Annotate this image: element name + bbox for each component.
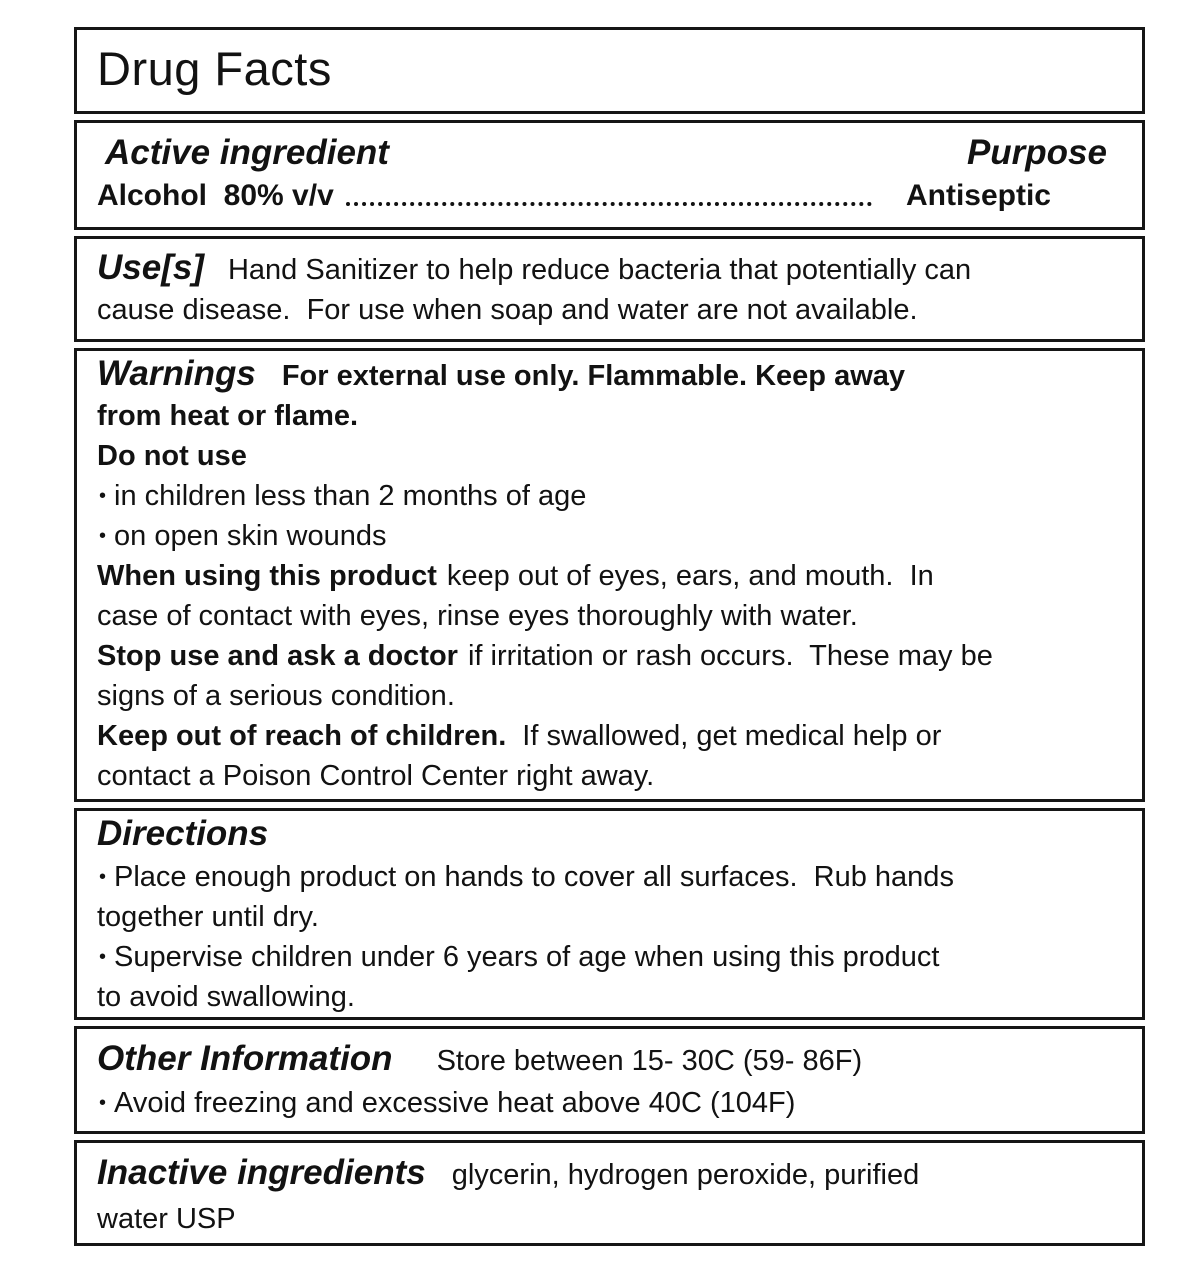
warnings-heading: Warnings — [97, 354, 256, 393]
purpose-heading: Purpose — [966, 133, 1107, 172]
directions-heading: Directions — [97, 814, 269, 853]
uses-heading: Use[s] — [97, 248, 204, 287]
directions-heading-line: Directions — [97, 811, 1134, 857]
keep-out-paragraph: Keep out of reach of children. If swallow… — [97, 716, 1136, 796]
section-title: Drug Facts — [74, 27, 1145, 114]
when-using-heading: When using this product — [97, 560, 437, 592]
when-using-text: keep out of eyes, ears, and mouth. In ca… — [97, 560, 934, 632]
section-other-information: Other Information Store between 15- 30C (… — [74, 1026, 1145, 1134]
active-ingredient-name: Alcohol 80% v/v — [97, 179, 334, 212]
other-info-storage-text: Store between 15- 30C (59- 86F) — [436, 1045, 863, 1077]
other-info-paragraph: Other Information Store between 15- 30C (… — [97, 1037, 1134, 1083]
bullet-icon: • — [99, 946, 107, 968]
other-info-bullet-1: • Avoid freezing and excessive heat above… — [97, 1083, 1134, 1123]
section-inactive-ingredients: Inactive ingredients glycerin, hydrogen p… — [74, 1140, 1145, 1246]
bullet-icon: • — [99, 485, 107, 507]
inactive-ingredients-heading: Inactive ingredients — [97, 1153, 426, 1192]
inactive-ingredients-paragraph: Inactive ingredients glycerin, hydrogen p… — [97, 1151, 1134, 1241]
warnings-intro-text: For external use only. Flammable. Keep a… — [97, 360, 906, 432]
do-not-use-bullet-2-text: on open skin wounds — [114, 520, 387, 552]
do-not-use-bullet-1-text: in children less than 2 months of age — [114, 480, 587, 512]
drug-facts-label: Drug Facts Active ingredient Purpose Alco… — [74, 27, 1145, 1246]
section-warnings: Warnings For external use only. Flammable… — [74, 348, 1145, 802]
do-not-use-bullet-2: • on open skin wounds — [97, 516, 1136, 556]
directions-bullet-1: • Place enough product on hands to cover … — [97, 857, 1134, 937]
active-ingredient-header-row: Active ingredient Purpose — [97, 131, 1107, 175]
when-using-paragraph: When using this product keep out of eyes,… — [97, 556, 1136, 636]
bullet-icon: • — [99, 525, 107, 547]
keep-out-heading: Keep out of reach of children. — [97, 720, 507, 752]
section-directions: Directions • Place enough product on hand… — [74, 808, 1145, 1020]
do-not-use-bullet-1: • in children less than 2 months of age — [97, 476, 1136, 516]
warnings-intro-paragraph: Warnings For external use only. Flammable… — [97, 354, 1136, 436]
directions-bullet-2-text: Supervise children under 6 years of age … — [97, 941, 940, 1013]
active-ingredient-heading: Active ingredient — [105, 133, 389, 172]
other-info-heading: Other Information — [97, 1039, 393, 1078]
bullet-icon: • — [99, 866, 107, 888]
uses-paragraph: Use[s] Hand Sanitizer to help reduce bact… — [97, 248, 1134, 330]
stop-use-text: if irritation or rash occurs. These may … — [97, 640, 993, 712]
directions-bullet-2: • Supervise children under 6 years of age… — [97, 937, 1134, 1017]
uses-text: Hand Sanitizer to help reduce bacteria t… — [97, 254, 972, 326]
inactive-ingredients-text: glycerin, hydrogen peroxide, purified wa… — [97, 1159, 920, 1235]
section-uses: Use[s] Hand Sanitizer to help reduce bact… — [74, 236, 1145, 342]
directions-bullet-1-text: Place enough product on hands to cover a… — [97, 861, 954, 933]
purpose-value: Antiseptic — [905, 179, 1051, 212]
keep-out-text: If swallowed, get medical help or contac… — [97, 720, 942, 792]
other-info-bullet-1-text: Avoid freezing and excessive heat above … — [114, 1087, 796, 1119]
do-not-use-heading: Do not use — [97, 440, 247, 472]
page-title: Drug Facts — [97, 42, 332, 95]
stop-use-heading: Stop use and ask a doctor — [97, 640, 458, 672]
section-active-ingredient: Active ingredient Purpose Alcohol 80% v/v… — [74, 120, 1145, 230]
active-ingredient-row: Alcohol 80% v/v Antiseptic — [97, 175, 1107, 217]
do-not-use-heading-line: Do not use — [97, 436, 1136, 476]
stop-use-paragraph: Stop use and ask a doctor if irritation o… — [97, 636, 1136, 716]
dotted-leader — [345, 202, 872, 206]
bullet-icon: • — [99, 1092, 107, 1114]
